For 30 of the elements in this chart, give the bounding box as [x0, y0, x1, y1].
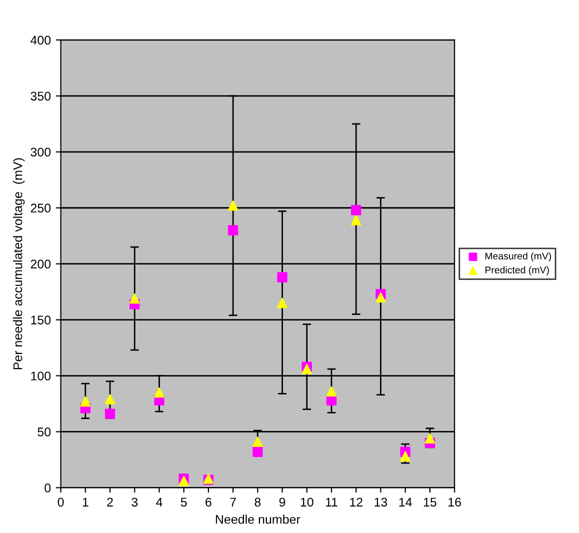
x-axis-title: Needle number: [216, 514, 300, 524]
x-tick-label: 8: [254, 498, 261, 507]
y-tick-label: 0: [44, 483, 51, 492]
y-tick-label: 100: [31, 372, 51, 380]
x-tick-label: 2: [107, 498, 113, 506]
y-tick-label: 150: [31, 316, 51, 324]
x-tick-label: 16: [448, 498, 461, 507]
legend-label: Measured (mV): [485, 252, 552, 262]
x-tick-label: 4: [156, 498, 162, 506]
x-tick-label: 11: [326, 498, 338, 506]
x-tick-label: 12: [350, 498, 362, 506]
y-tick-label: 400: [30, 36, 51, 45]
y-tick-label: 350: [30, 92, 51, 101]
y-tick-label: 300: [30, 148, 51, 157]
x-tick-label: 6: [206, 498, 212, 507]
x-tick-label: 9: [279, 498, 286, 507]
x-tick-label: 7: [230, 498, 236, 506]
y-tick-label: 50: [38, 428, 51, 436]
x-tick-label: 5: [180, 498, 187, 507]
x-tick-label: 13: [374, 498, 388, 507]
x-tick-label: 14: [399, 498, 412, 506]
y-tick-label: 250: [30, 204, 51, 213]
legend-label: Predicted (mV): [485, 266, 549, 276]
x-tick-label: 1: [82, 498, 88, 506]
y-axis-title: Per needle accumulated voltage (mV): [13, 158, 25, 370]
x-tick-label: 0: [58, 498, 64, 507]
x-tick-label: 3: [132, 498, 138, 507]
y-tick-label: 200: [30, 260, 51, 268]
x-tick-label: 15: [424, 498, 436, 507]
x-tick-label: 10: [300, 498, 314, 507]
